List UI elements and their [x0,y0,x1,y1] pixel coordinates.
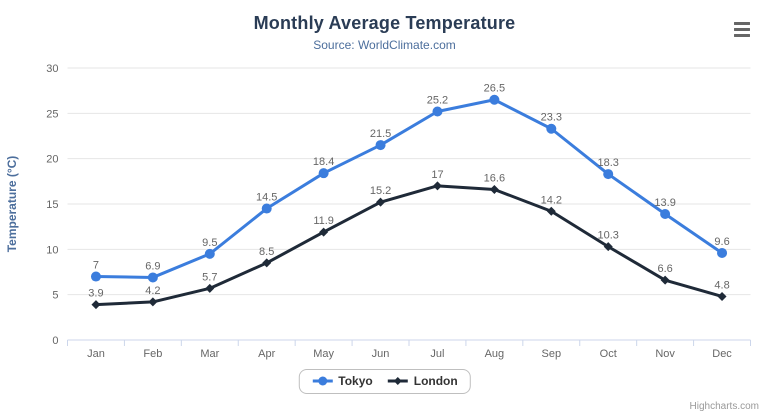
data-label: 3.9 [88,288,103,300]
data-point-marker[interactable] [603,242,613,252]
data-label: 25.2 [427,95,448,107]
data-point-marker[interactable] [205,283,215,293]
x-axis-tick-label: Sep [542,348,562,360]
data-point-marker[interactable] [204,248,215,259]
circle-legend-marker-icon [312,376,333,386]
data-label: 10.3 [597,230,618,242]
y-axis-tick-label: 0 [52,335,58,347]
x-axis-tick-label: Oct [600,348,617,360]
data-label: 16.6 [484,172,505,184]
data-point-marker[interactable] [603,169,614,180]
legend-item-tokyo[interactable]: Tokyo [311,374,373,388]
x-axis-tick-label: Jul [430,348,444,360]
y-axis-tick-label: 5 [52,290,58,302]
hamburger-menu-icon [734,27,750,31]
series-tokyo: 7 6.9 9.5 14.5 18.4 21.5 25.2 26.5 23.3 18.3 13.9 9… [90,83,730,283]
diamond-legend-marker-icon [387,377,408,385]
x-axis-tick-label: Aug [485,348,505,360]
data-point-marker[interactable] [319,227,329,237]
data-point-marker[interactable] [489,184,499,194]
hamburger-menu-icon [734,33,750,37]
data-label: 8.5 [259,246,274,258]
data-label: 17 [431,169,443,181]
data-point-marker[interactable] [489,94,500,105]
legend-label: London [413,374,458,388]
y-axis-tick-label: 25 [46,108,58,120]
chart-subtitle: Source: WorldClimate.com [313,38,456,52]
data-label: 26.5 [484,83,505,95]
series-line [94,184,724,307]
data-point-marker[interactable] [375,140,386,151]
data-point-marker[interactable] [717,291,727,301]
data-label: 4.8 [714,279,729,291]
hamburger-menu-icon [734,21,750,25]
data-label: 18.3 [597,157,618,169]
data-point-marker[interactable] [376,197,386,207]
y-axis-tick-label: 15 [46,199,58,211]
data-label: 15.2 [370,185,391,197]
chart-context-menu-button[interactable] [730,18,754,40]
data-label: 5.7 [202,271,217,283]
data-point-marker[interactable] [432,181,442,191]
series-london: 3.9 4.2 5.7 8.5 11.9 15.2 17 16.6 14.2 10.3 6.6 4.8 [88,169,730,310]
x-axis-tick-label: Mar [200,348,219,360]
chart-title: Monthly Average Temperature [253,13,516,33]
data-label: 4.2 [145,285,160,297]
data-label: 13.9 [654,197,675,209]
y-axis-tick-label: 30 [46,63,58,75]
data-point-marker[interactable] [90,271,101,282]
data-label: 9.6 [714,236,729,248]
data-label: 23.3 [541,112,562,124]
data-label: 9.5 [202,237,217,249]
data-label: 6.9 [145,260,160,272]
data-label: 14.2 [541,194,562,206]
data-label: 21.5 [370,128,391,140]
y-axis-tick-label: 10 [46,244,58,256]
data-point-marker[interactable] [660,275,670,285]
data-point-marker[interactable] [717,247,728,258]
data-label: 7 [93,260,99,272]
data-point-marker[interactable] [91,300,101,310]
data-label: 14.5 [256,192,277,204]
data-point-marker[interactable] [432,106,443,117]
data-point-marker[interactable] [148,297,158,307]
x-axis-tick-label: Feb [143,348,162,360]
data-point-marker[interactable] [318,168,329,179]
x-axis-tick-label: Dec [712,348,732,360]
data-point-marker[interactable] [261,203,272,214]
x-axis-tick-label: Jun [372,348,390,360]
data-label: 11.9 [313,215,334,227]
x-axis-tick-label: Apr [258,348,275,360]
legend-item-london[interactable]: London [387,374,458,388]
data-point-marker[interactable] [546,123,557,134]
data-label: 18.4 [313,156,334,168]
x-axis-tick-label: May [313,348,334,360]
chart-legend: Tokyo London [298,369,471,394]
data-label: 6.6 [657,263,672,275]
x-axis-tick-label: Nov [655,348,675,360]
legend-label: Tokyo [338,374,373,388]
data-point-marker[interactable] [147,272,158,283]
highcharts-credit[interactable]: Highcharts.com [689,401,759,412]
data-point-marker[interactable] [546,206,556,216]
series-line [94,98,724,279]
y-axis-tick-label: 20 [46,154,58,166]
y-axis-title: Temperature (°C) [5,156,19,253]
data-point-marker[interactable] [660,208,671,219]
x-axis-tick-label: Jan [87,348,105,360]
data-point-marker[interactable] [262,258,272,268]
